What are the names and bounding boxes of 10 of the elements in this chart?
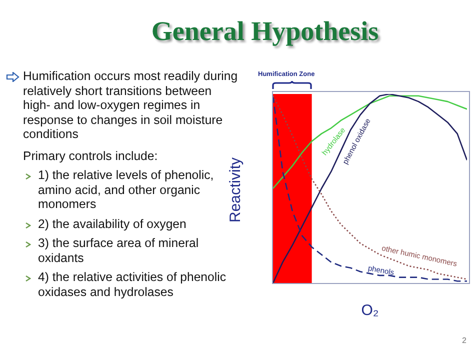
- text: 2: [462, 336, 466, 345]
- y-axis-title: Reactivity: [227, 157, 244, 223]
- text: 1) the relative levels of phenolic, amino acid, and other organic monomers: [38, 168, 214, 211]
- text: 4) the relative activities of phenolic oxidases and hydrolases: [38, 270, 227, 299]
- text: 3) the surface area of mineral oxidants: [38, 236, 200, 265]
- text: Humification occurs most readily during relatively short transitions between high- and low-oxygen regimes in response to changes in soil moisture conditions: [23, 69, 238, 142]
- text: 2) the availability of oxygen: [38, 216, 186, 231]
- chart-title: General Hypothesis: [150, 16, 380, 47]
- text: Primary controls include:: [23, 148, 158, 162]
- x-axis-title: O₂: [361, 302, 379, 319]
